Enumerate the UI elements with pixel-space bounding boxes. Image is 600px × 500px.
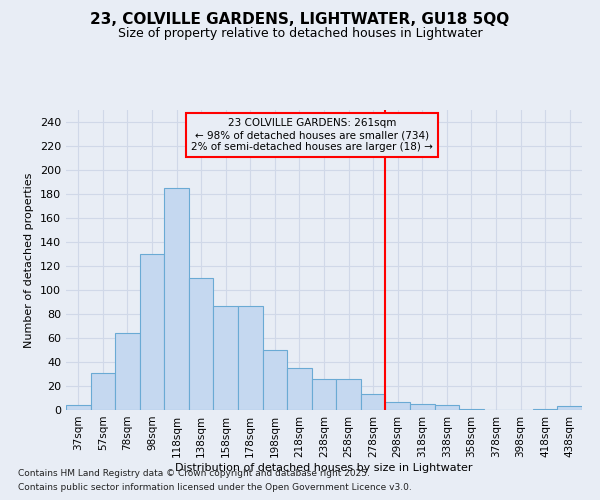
Bar	[410, 404, 434, 410]
Bar	[287, 368, 312, 410]
Text: 23, COLVILLE GARDENS, LIGHTWATER, GU18 5QQ: 23, COLVILLE GARDENS, LIGHTWATER, GU18 5…	[91, 12, 509, 28]
Bar	[263, 350, 287, 410]
Text: 23 COLVILLE GARDENS: 261sqm
← 98% of detached houses are smaller (734)
2% of sem: 23 COLVILLE GARDENS: 261sqm ← 98% of det…	[191, 118, 433, 152]
Text: Contains public sector information licensed under the Open Government Licence v3: Contains public sector information licen…	[18, 484, 412, 492]
Bar	[557, 406, 582, 410]
Bar	[238, 306, 263, 410]
Text: Size of property relative to detached houses in Lightwater: Size of property relative to detached ho…	[118, 28, 482, 40]
Bar	[214, 306, 238, 410]
Bar	[66, 405, 91, 410]
Bar	[115, 333, 140, 410]
Bar	[140, 254, 164, 410]
Text: Contains HM Land Registry data © Crown copyright and database right 2025.: Contains HM Land Registry data © Crown c…	[18, 468, 370, 477]
Bar	[361, 394, 385, 410]
Bar	[312, 379, 336, 410]
Bar	[434, 405, 459, 410]
Bar	[336, 379, 361, 410]
Y-axis label: Number of detached properties: Number of detached properties	[25, 172, 34, 348]
X-axis label: Distribution of detached houses by size in Lightwater: Distribution of detached houses by size …	[175, 462, 473, 472]
Bar	[385, 402, 410, 410]
Bar	[459, 409, 484, 410]
Bar	[91, 373, 115, 410]
Bar	[189, 278, 214, 410]
Bar	[164, 188, 189, 410]
Bar	[533, 409, 557, 410]
